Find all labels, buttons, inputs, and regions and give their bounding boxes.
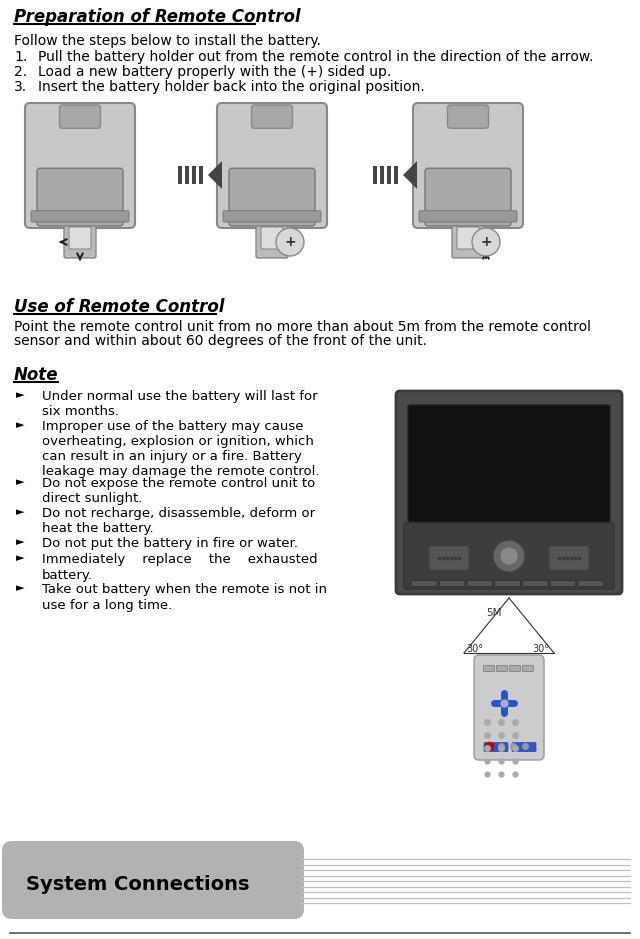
FancyBboxPatch shape: [474, 655, 544, 760]
Text: ►: ►: [16, 390, 24, 400]
FancyBboxPatch shape: [256, 226, 288, 258]
FancyBboxPatch shape: [408, 405, 610, 522]
FancyBboxPatch shape: [484, 743, 508, 751]
FancyBboxPatch shape: [509, 666, 520, 671]
Polygon shape: [208, 161, 222, 189]
Polygon shape: [178, 166, 182, 184]
Circle shape: [493, 540, 525, 572]
Circle shape: [472, 228, 500, 256]
Text: 30°: 30°: [532, 644, 550, 654]
Polygon shape: [199, 166, 203, 184]
FancyBboxPatch shape: [223, 210, 321, 222]
FancyBboxPatch shape: [452, 226, 484, 258]
Polygon shape: [373, 166, 377, 184]
FancyBboxPatch shape: [412, 580, 437, 587]
FancyBboxPatch shape: [261, 227, 283, 249]
FancyBboxPatch shape: [419, 210, 517, 222]
FancyBboxPatch shape: [578, 580, 604, 587]
FancyBboxPatch shape: [31, 210, 129, 222]
Text: ►: ►: [16, 420, 24, 430]
Text: Follow the steps below to install the battery.: Follow the steps below to install the ba…: [14, 34, 321, 48]
FancyBboxPatch shape: [467, 580, 493, 587]
Text: Use of Remote Control: Use of Remote Control: [14, 298, 225, 316]
FancyBboxPatch shape: [425, 168, 511, 226]
FancyBboxPatch shape: [404, 523, 614, 589]
FancyBboxPatch shape: [429, 546, 469, 570]
Text: +: +: [480, 235, 492, 249]
FancyBboxPatch shape: [37, 168, 123, 226]
Text: 3.: 3.: [14, 80, 27, 94]
Text: Immediately    replace    the    exhausted
battery.: Immediately replace the exhausted batter…: [42, 553, 317, 581]
FancyBboxPatch shape: [64, 226, 96, 258]
FancyBboxPatch shape: [25, 103, 135, 228]
FancyBboxPatch shape: [447, 105, 488, 129]
FancyBboxPatch shape: [439, 580, 465, 587]
Text: Under normal use the battery will last for
six months.: Under normal use the battery will last f…: [42, 390, 317, 418]
Text: Insert the battery holder back into the original position.: Insert the battery holder back into the …: [38, 80, 425, 94]
FancyBboxPatch shape: [60, 105, 100, 129]
FancyBboxPatch shape: [495, 580, 520, 587]
Text: 30°: 30°: [467, 644, 483, 654]
Text: Do not recharge, disassemble, deform or
heat the battery.: Do not recharge, disassemble, deform or …: [42, 507, 315, 535]
Text: ►: ►: [16, 583, 24, 593]
Text: 1.: 1.: [14, 50, 28, 64]
Polygon shape: [380, 166, 384, 184]
Circle shape: [276, 228, 304, 256]
FancyBboxPatch shape: [483, 666, 495, 671]
FancyBboxPatch shape: [252, 105, 292, 129]
Text: Pull the battery holder out from the remote control in the direction of the arro: Pull the battery holder out from the rem…: [38, 50, 593, 64]
Text: Take out battery when the remote is not in
use for a long time.: Take out battery when the remote is not …: [42, 583, 327, 611]
Circle shape: [501, 548, 517, 564]
Text: Preparation of Remote Control: Preparation of Remote Control: [14, 8, 301, 26]
FancyBboxPatch shape: [396, 391, 622, 594]
Polygon shape: [394, 166, 398, 184]
Text: ►: ►: [16, 537, 24, 547]
FancyBboxPatch shape: [512, 743, 536, 751]
FancyBboxPatch shape: [217, 103, 327, 228]
FancyBboxPatch shape: [457, 227, 479, 249]
FancyBboxPatch shape: [229, 168, 315, 226]
Text: ►: ►: [16, 553, 24, 563]
FancyBboxPatch shape: [522, 666, 534, 671]
Text: Do not put the battery in fire or water.: Do not put the battery in fire or water.: [42, 537, 298, 550]
Text: +: +: [284, 235, 296, 249]
Text: 2.: 2.: [14, 65, 27, 79]
FancyBboxPatch shape: [69, 227, 91, 249]
Polygon shape: [403, 161, 417, 189]
Text: System Connections: System Connections: [26, 874, 250, 894]
FancyBboxPatch shape: [549, 546, 589, 570]
FancyBboxPatch shape: [2, 841, 304, 919]
Polygon shape: [185, 166, 189, 184]
FancyBboxPatch shape: [413, 103, 523, 228]
Text: Load a new battery properly with the (+) sided up.: Load a new battery properly with the (+)…: [38, 65, 391, 79]
Text: sensor and within about 60 degrees of the front of the unit.: sensor and within about 60 degrees of th…: [14, 334, 427, 348]
FancyBboxPatch shape: [550, 580, 576, 587]
Text: ►: ►: [16, 507, 24, 517]
Text: Note: Note: [14, 366, 58, 384]
Text: Improper use of the battery may cause
overheating, explosion or ignition, which
: Improper use of the battery may cause ov…: [42, 420, 319, 478]
FancyBboxPatch shape: [497, 666, 508, 671]
Polygon shape: [387, 166, 391, 184]
Text: 5M: 5M: [486, 608, 502, 618]
Polygon shape: [192, 166, 196, 184]
Text: ►: ►: [16, 477, 24, 487]
Text: Point the remote control unit from no more than about 5m from the remote control: Point the remote control unit from no mo…: [14, 320, 591, 334]
FancyBboxPatch shape: [522, 580, 548, 587]
Text: Do not expose the remote control unit to
direct sunlight.: Do not expose the remote control unit to…: [42, 477, 316, 505]
